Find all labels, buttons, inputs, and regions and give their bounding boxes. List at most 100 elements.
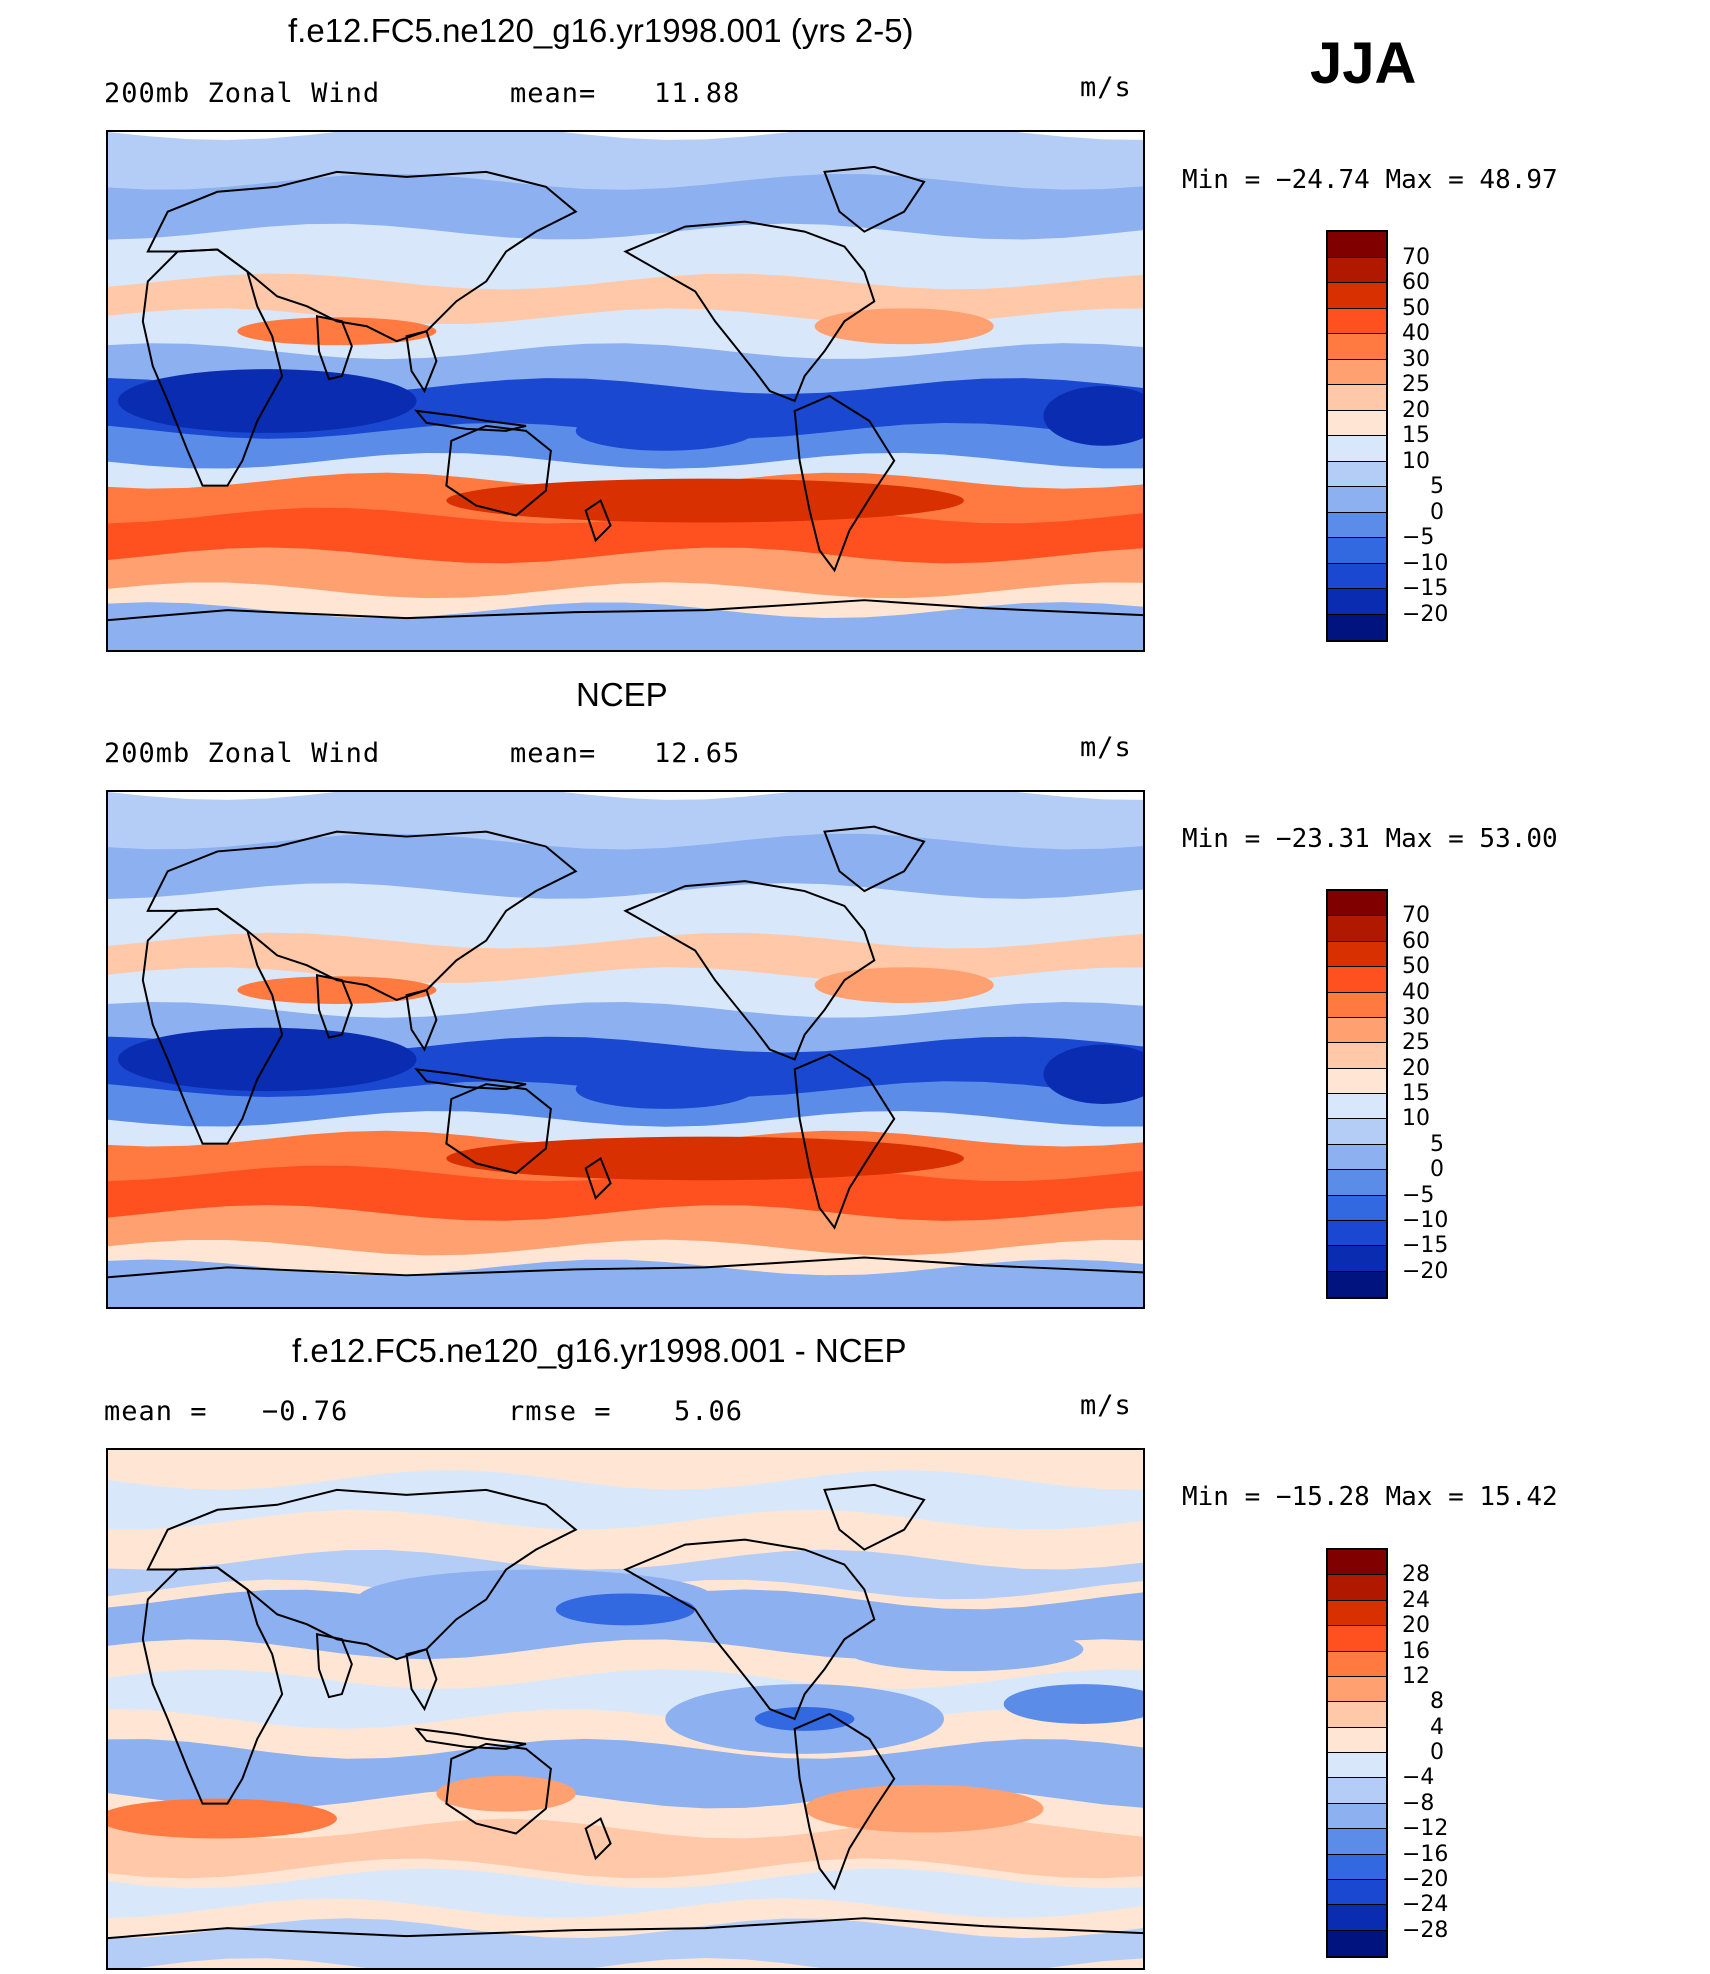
coastline [108, 1256, 1143, 1279]
panel3-min-max: Min = −15.28 Max = 15.42 [1182, 1482, 1558, 1512]
contour-cell [446, 478, 964, 523]
panel2-mean-label: mean= [510, 738, 597, 769]
panel1-units: m/s [1080, 72, 1132, 103]
coastline [315, 1633, 353, 1699]
panel2-units: m/s [1080, 732, 1132, 763]
colorbar-swatch [1328, 614, 1386, 640]
colorbar-tick-label: 5 [1430, 1131, 1444, 1157]
coastline [445, 1083, 552, 1175]
colorbar-tick-label: 0 [1430, 1157, 1444, 1183]
colorbar-tick-label: −5 [1402, 525, 1435, 550]
colorbar-tick-label: −28 [1402, 1917, 1449, 1943]
panel2-title: NCEP [576, 676, 668, 713]
coastline [445, 1742, 552, 1835]
colorbar-swatch [1328, 461, 1386, 487]
colorbar-tick-label: 25 [1402, 1030, 1430, 1056]
colorbar-swatch [1328, 538, 1386, 564]
coastline [405, 988, 438, 1052]
colorbar-swatch [1328, 359, 1386, 385]
panel1-min-max: Min = −24.74 Max = 48.97 [1182, 165, 1558, 195]
colorbar-tick-label: −12 [1402, 1816, 1449, 1842]
colorbar-tick-label: −20 [1402, 601, 1449, 627]
panel2-mean-value: 12.65 [654, 738, 741, 769]
colorbar-swatch [1328, 891, 1386, 917]
colorbar-swatch [1328, 1626, 1386, 1652]
colorbar-tick-label: −10 [1402, 1207, 1449, 1233]
colorbar-swatch [1328, 1930, 1386, 1956]
panel1-variable-label: 200mb Zonal Wind [104, 78, 381, 109]
colorbar-tick-label: −20 [1402, 1866, 1449, 1892]
contour-cell [1043, 386, 1143, 446]
colorbar-tick-label: −16 [1402, 1841, 1449, 1867]
contour-cell [814, 967, 994, 1003]
coastline [584, 1817, 612, 1861]
panel1-colorbar [1326, 230, 1388, 642]
coastline [584, 1156, 612, 1200]
colorbar-tick-label: 4 [1430, 1714, 1444, 1740]
colorbar-tick-label: 0 [1430, 1740, 1444, 1765]
colorbar-tick-label: −20 [1402, 1258, 1449, 1284]
colorbar-tick-label: 50 [1402, 295, 1430, 321]
coastline [108, 1917, 1143, 1940]
colorbar-tick-label: 15 [1402, 423, 1430, 448]
colorbar-swatch [1328, 916, 1386, 942]
colorbar-tick-label: 5 [1430, 474, 1444, 499]
colorbar-swatch [1328, 1094, 1386, 1120]
panel3-units: m/s [1080, 1390, 1132, 1421]
colorbar-tick-label: 20 [1402, 1613, 1430, 1639]
coastline [405, 330, 438, 394]
contour-cell [844, 1627, 1084, 1672]
colorbar-tick-label: 15 [1402, 1081, 1430, 1106]
colorbar-tick-label: 20 [1402, 397, 1430, 423]
coastline [584, 499, 612, 543]
coastline [414, 409, 527, 432]
colorbar-swatch [1328, 1803, 1386, 1830]
colorbar-tick-label: 70 [1402, 903, 1430, 929]
coastline [405, 1648, 438, 1712]
coastline [315, 973, 353, 1039]
contour-band [108, 602, 1143, 650]
coastline [414, 1727, 527, 1750]
colorbar-tick-label: −5 [1402, 1182, 1435, 1208]
contour-band [108, 1918, 1143, 1968]
colorbar-swatch [1328, 1144, 1386, 1171]
colorbar-swatch [1328, 385, 1386, 411]
contour-cell [814, 308, 994, 345]
colorbar-swatch [1328, 1905, 1386, 1931]
colorbar-swatch [1328, 410, 1386, 436]
coastline [146, 170, 578, 343]
contour-band [108, 1259, 1143, 1307]
panel3-colorbar [1326, 1548, 1388, 1958]
colorbar-swatch [1328, 1600, 1386, 1627]
colorbar-tick-label: 60 [1402, 928, 1430, 954]
contour-cell [754, 1707, 855, 1731]
contour-band [108, 1469, 1143, 1530]
colorbar-swatch [1328, 334, 1386, 360]
colorbar-tick-label: 25 [1402, 372, 1430, 397]
contour-cell [1003, 1684, 1143, 1724]
panel2-ncep-map [106, 790, 1145, 1309]
colorbar-swatch [1328, 1246, 1386, 1272]
colorbar-swatch [1328, 1879, 1386, 1906]
coastline [793, 394, 896, 573]
colorbar-tick-label: −4 [1402, 1765, 1435, 1791]
contour-cell [575, 410, 755, 451]
colorbar-swatch [1328, 967, 1386, 993]
contour-cell [237, 976, 437, 1004]
contour-band [108, 1818, 1143, 1879]
colorbar-tick-label: 30 [1402, 1004, 1430, 1030]
colorbar-tick-label: 12 [1402, 1663, 1430, 1689]
colorbar-tick-label: 8 [1430, 1689, 1444, 1715]
colorbar-swatch [1328, 992, 1386, 1018]
colorbar-swatch [1328, 232, 1386, 258]
coastline [623, 220, 876, 403]
colorbar-swatch [1328, 1727, 1386, 1753]
colorbar-swatch [1328, 589, 1386, 615]
colorbar-swatch [1328, 308, 1386, 334]
panel1-model-map [106, 130, 1145, 652]
colorbar-tick-label: 10 [1402, 448, 1430, 474]
panel3-difference-map [106, 1448, 1145, 1970]
colorbar-swatch [1328, 487, 1386, 513]
colorbar-tick-label: −24 [1402, 1892, 1449, 1918]
colorbar-tick-label: 40 [1402, 321, 1430, 346]
